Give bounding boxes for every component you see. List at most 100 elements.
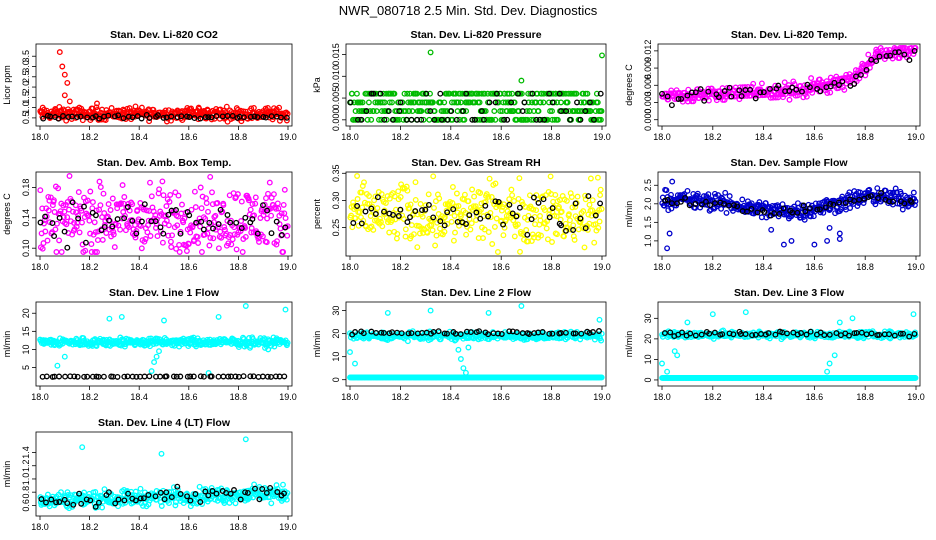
- data-point: [566, 108, 573, 115]
- data-point: [146, 115, 153, 121]
- data-point: [831, 352, 838, 359]
- data-point: [78, 207, 85, 214]
- data-point: [705, 97, 712, 104]
- data-point: [776, 210, 783, 217]
- data-point: [596, 316, 603, 323]
- x-tick-label: 19.0: [907, 132, 925, 142]
- data-point: [198, 218, 205, 225]
- data-point: [43, 373, 50, 380]
- data-point: [806, 84, 813, 91]
- data-point: [359, 204, 366, 211]
- data-point: [799, 88, 805, 95]
- data-point: [489, 241, 496, 247]
- x-tick-label: 18.2: [704, 132, 722, 142]
- data-point: [71, 373, 78, 380]
- data-point: [54, 220, 60, 227]
- data-point: [570, 233, 577, 240]
- y-tick-label: 0.10: [21, 239, 31, 257]
- data-point: [882, 187, 889, 194]
- data-point: [678, 95, 685, 102]
- data-point: [441, 228, 448, 235]
- data-point: [586, 201, 593, 208]
- y-tick-label: 3.5: [21, 50, 31, 63]
- data-point: [66, 173, 73, 179]
- data-point: [535, 108, 542, 115]
- data-point: [75, 212, 82, 219]
- data-point: [721, 200, 728, 207]
- data-point: [121, 194, 128, 200]
- data-point: [508, 99, 515, 106]
- data-point: [775, 82, 782, 89]
- data-point: [160, 230, 167, 237]
- data-point: [412, 179, 419, 186]
- data-point: [494, 249, 501, 255]
- data-point: [352, 360, 358, 367]
- data-point: [63, 221, 70, 228]
- data-point: [173, 373, 180, 380]
- data-point: [71, 219, 77, 226]
- data-point: [684, 98, 691, 105]
- data-point: [162, 107, 169, 114]
- x-tick-label: 18.6: [492, 262, 510, 272]
- data-point: [370, 108, 377, 115]
- data-point: [274, 238, 280, 245]
- data-point: [492, 99, 499, 106]
- data-point: [240, 114, 247, 121]
- data-point: [37, 187, 44, 194]
- data-point: [692, 89, 699, 96]
- data-point: [138, 104, 145, 111]
- data-point: [278, 114, 284, 121]
- panel-title: Stan. Dev. Line 3 Flow: [734, 287, 845, 299]
- data-point: [141, 201, 148, 208]
- data-point: [907, 197, 914, 204]
- data-point: [841, 86, 848, 93]
- data-point: [93, 373, 100, 380]
- data-point: [486, 99, 493, 106]
- data-point: [431, 116, 438, 123]
- data-point: [411, 99, 418, 106]
- data-point: [511, 198, 517, 204]
- data-point: [173, 207, 179, 213]
- data-point: [70, 208, 76, 215]
- data-point: [179, 201, 185, 208]
- data-point: [682, 194, 689, 201]
- data-point: [811, 241, 818, 248]
- x-tick-label: 18.4: [442, 262, 460, 272]
- data-point: [99, 236, 106, 243]
- data-point: [254, 114, 261, 121]
- data-point: [501, 116, 508, 123]
- data-point: [210, 225, 216, 232]
- data-point: [875, 195, 881, 201]
- y-tick-label: 0: [331, 377, 341, 382]
- data-point: [101, 210, 108, 217]
- data-point: [594, 99, 601, 106]
- y-tick-label: 15: [21, 326, 31, 336]
- y-tick-label: 0.35: [331, 165, 341, 183]
- data-point: [194, 233, 201, 240]
- data-point: [901, 51, 908, 58]
- data-point: [247, 373, 254, 380]
- x-tick-label: 18.4: [130, 522, 148, 532]
- data-point: [45, 207, 52, 214]
- data-point: [497, 108, 504, 115]
- data-point: [206, 242, 213, 249]
- data-point: [358, 116, 365, 123]
- data-point: [393, 235, 400, 242]
- data-point: [92, 212, 99, 219]
- data-point: [197, 184, 204, 191]
- data-point: [509, 210, 516, 217]
- data-point: [806, 205, 813, 212]
- data-point: [41, 220, 47, 227]
- x-tick-label: 18.6: [492, 392, 510, 402]
- data-point: [692, 201, 699, 207]
- data-point: [868, 56, 875, 63]
- data-point: [452, 229, 458, 236]
- data-point: [794, 92, 801, 99]
- data-point: [675, 96, 682, 102]
- data-point: [589, 197, 596, 204]
- data-point: [79, 219, 85, 226]
- y-axis-label: Licor ppm: [2, 65, 12, 105]
- data-point: [449, 184, 456, 190]
- data-point: [865, 194, 872, 201]
